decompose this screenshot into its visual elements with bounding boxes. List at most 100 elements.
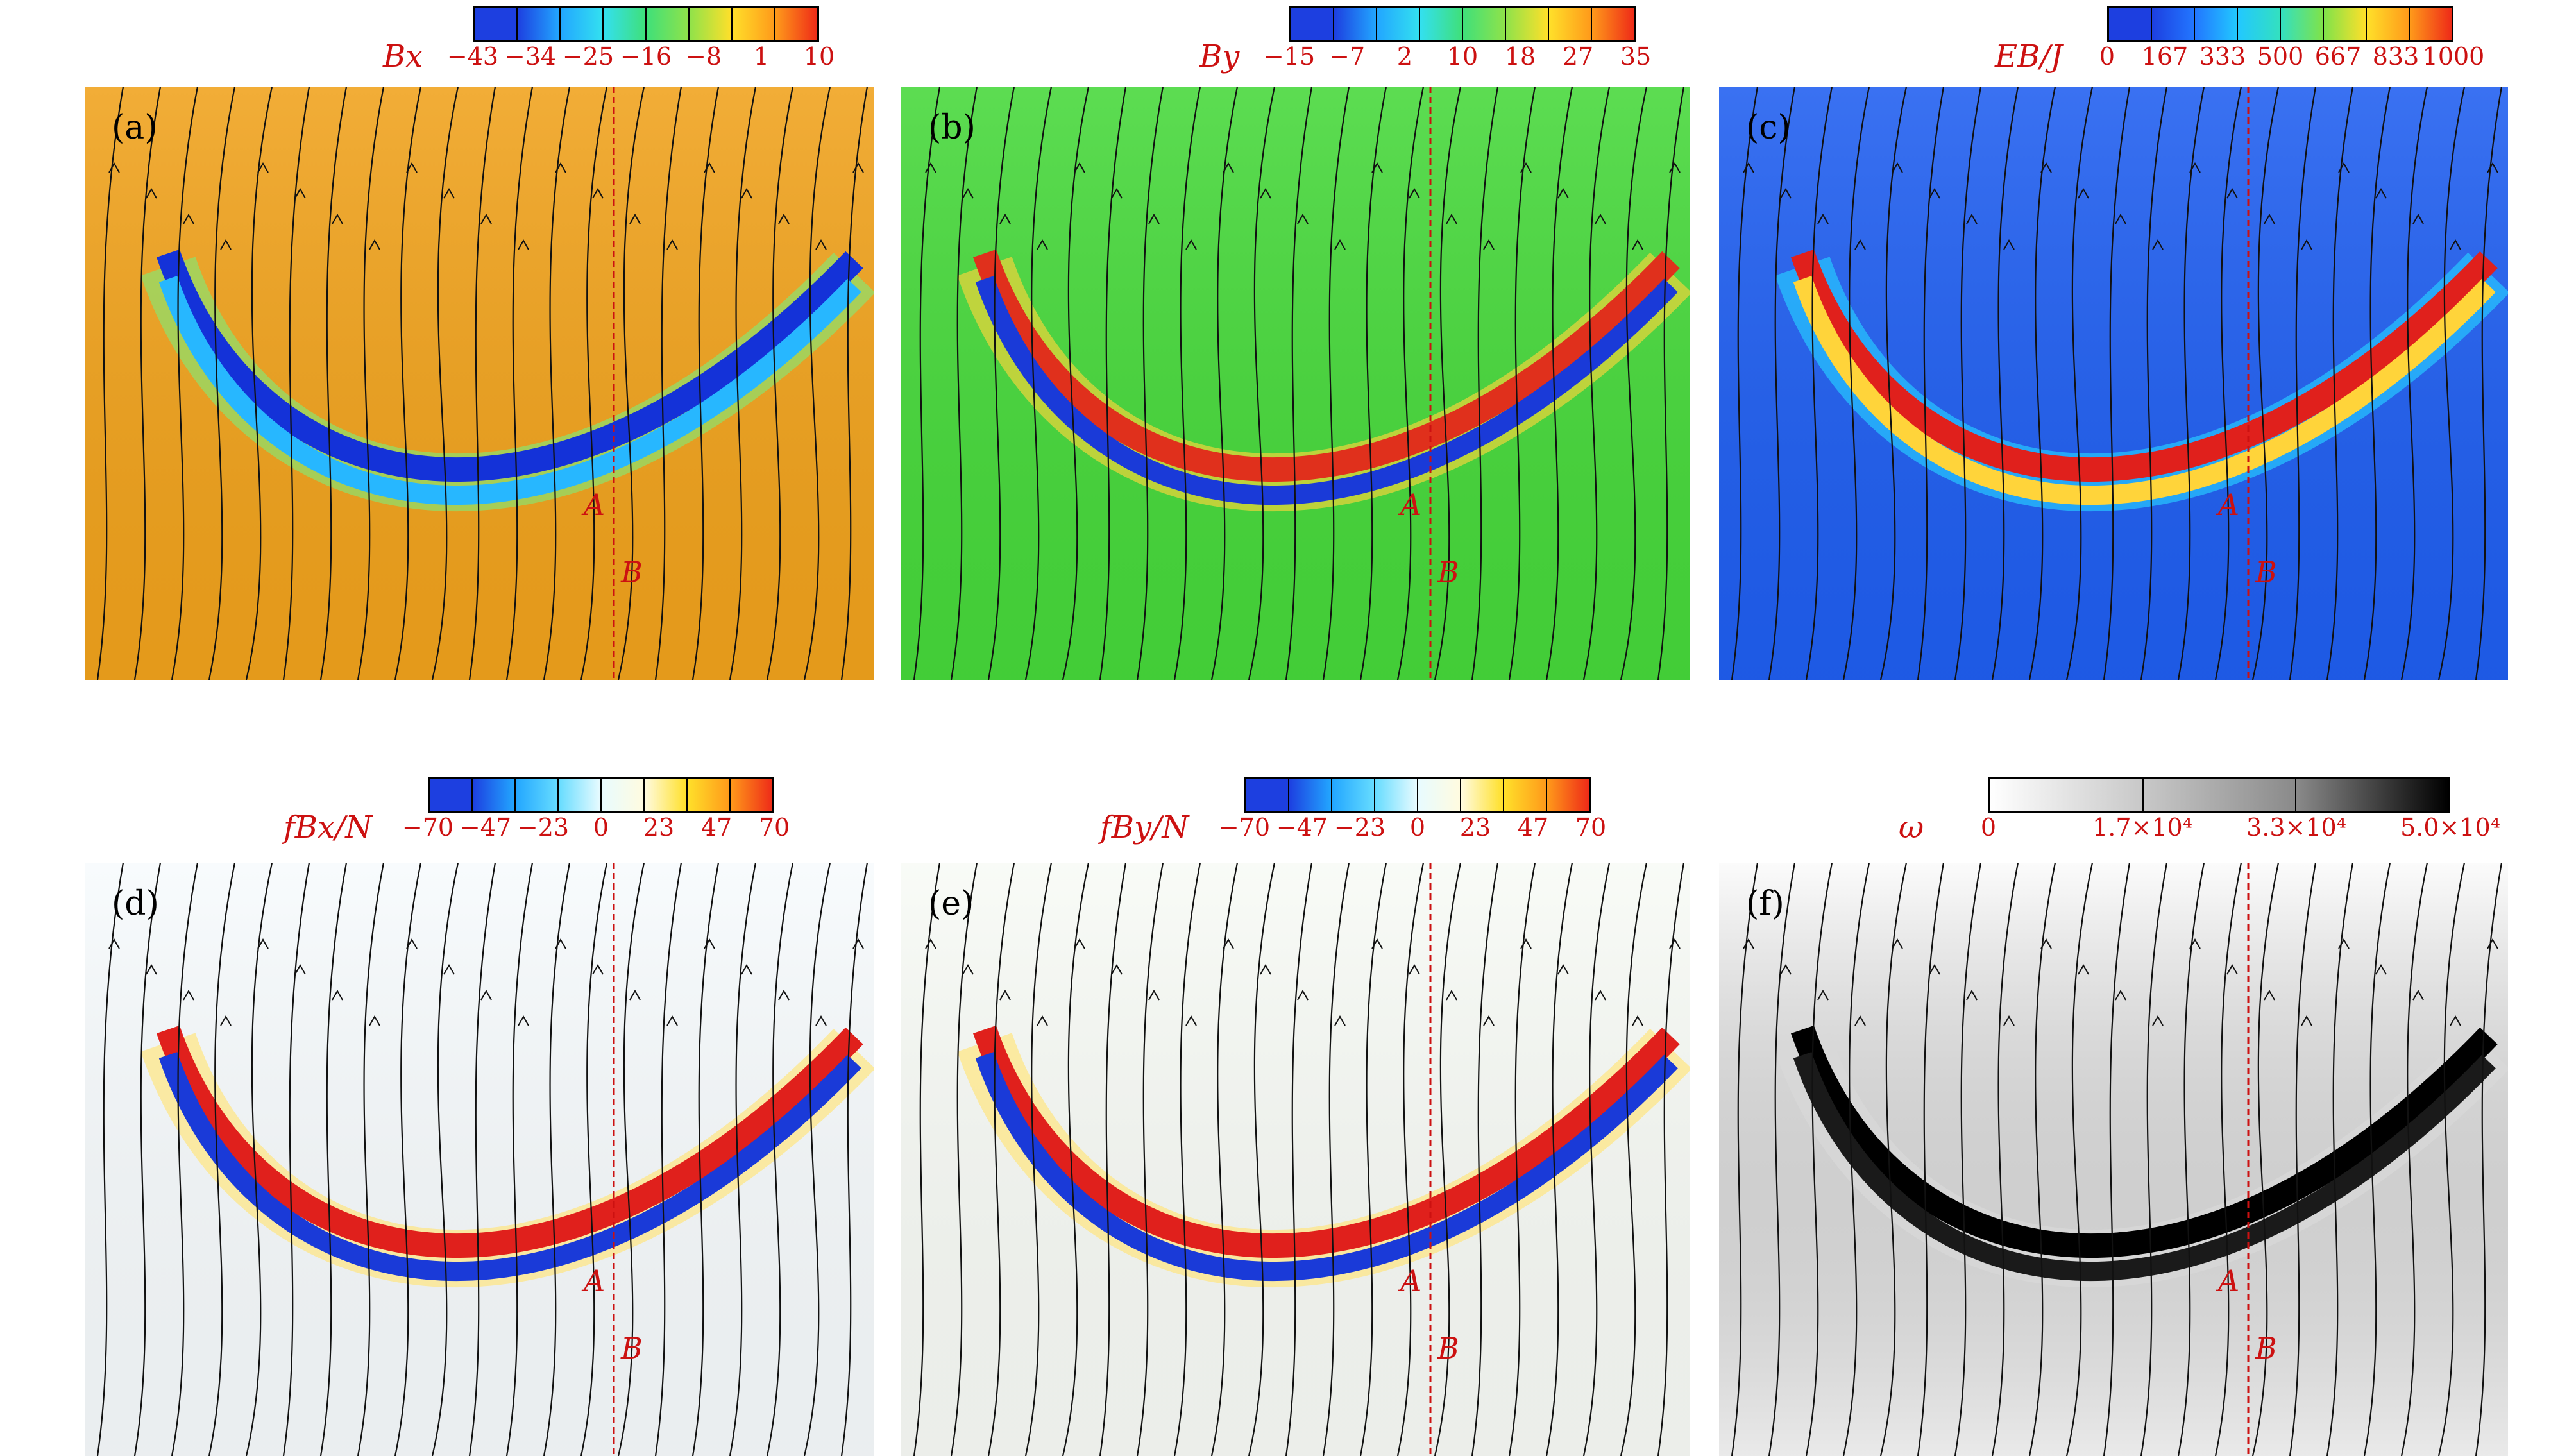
streamline-arrow — [666, 1015, 678, 1026]
colorbar-segment — [1374, 779, 1417, 811]
streamline — [2065, 863, 2094, 1456]
streamline-arrow — [704, 938, 715, 949]
streamline-arrow — [1297, 989, 1309, 1001]
streamline-arrow — [2375, 963, 2387, 975]
streamline — [1991, 863, 2019, 1456]
streamline — [1508, 863, 1536, 1456]
streamline — [1879, 863, 1908, 1456]
colorbar-segment — [1548, 8, 1591, 40]
colorbar-tick-label: 47 — [1517, 813, 1549, 842]
streamline-arrow — [741, 187, 752, 199]
colorbar-gradient — [2107, 6, 2453, 42]
streamline-arrow — [999, 213, 1011, 224]
panel-label: (a) — [112, 108, 158, 147]
streamline-arrow — [1669, 938, 1681, 949]
colorbar-tick-label: 0 — [1980, 813, 1997, 842]
streamline — [1731, 87, 1759, 680]
streamline — [691, 863, 720, 1456]
streamline — [1545, 87, 1573, 680]
streamline-arrow — [183, 213, 194, 224]
panel-e: fBy/N −70 −47 −23 0 23 47 70 (e) A B — [901, 776, 1690, 1456]
colorbar-gradient — [473, 6, 819, 42]
panel-d: fBx/N −70 −47 −23 0 23 47 70 (d) A B — [85, 776, 874, 1456]
streamline-arrow — [1446, 989, 1457, 1001]
streamline-arrow — [1557, 963, 1569, 975]
colorbar-segment — [688, 8, 731, 40]
streamline — [617, 87, 645, 680]
streamline — [1173, 87, 1201, 680]
colorbar-title: ω — [1899, 809, 1924, 845]
point-a-label: A — [584, 487, 606, 522]
streamline-arrow — [443, 963, 455, 975]
colorbar-tick-label: −47 — [459, 813, 512, 842]
streamline-arrow — [629, 213, 641, 224]
streamline — [2214, 863, 2242, 1456]
colorbar-tick-label: −23 — [517, 813, 570, 842]
streamline — [840, 87, 869, 680]
streamline — [1322, 863, 1350, 1456]
plot-area-a: (a) A B — [85, 87, 874, 680]
crescent-band-secondary — [975, 1052, 1678, 1281]
streamline-arrow — [2264, 989, 2275, 1001]
colorbar-tick-label: 47 — [700, 813, 733, 842]
streamline-arrow — [2040, 938, 2052, 949]
streamline-arrow — [1334, 1015, 1346, 1026]
streamline — [2103, 863, 2131, 1456]
streamline-arrow — [2115, 989, 2126, 1001]
streamline — [1582, 863, 1611, 1456]
streamline-arrow — [1371, 162, 1383, 173]
streamline — [2177, 863, 2205, 1456]
streamline-arrow — [2487, 938, 2498, 949]
streamline — [2475, 87, 2503, 680]
colorbar-tick-label: 27 — [1562, 42, 1594, 71]
streamline-arrow — [1446, 213, 1457, 224]
colorbar-segment — [602, 8, 645, 40]
streamline-arrow — [741, 963, 752, 975]
streamline — [1396, 87, 1425, 680]
colorbar-segment — [645, 8, 688, 40]
streamline-arrow — [2152, 239, 2164, 250]
streamline-arrow — [2226, 187, 2238, 199]
crescent-band-primary — [157, 249, 863, 482]
streamline — [282, 87, 310, 680]
field-map-c — [1719, 87, 2508, 680]
streamline-arrow — [146, 187, 157, 199]
streamline — [729, 87, 757, 680]
streamline-arrow — [852, 938, 864, 949]
streamline-arrow — [108, 938, 120, 949]
streamline — [1917, 87, 1945, 680]
streamline — [1731, 863, 1759, 1456]
streamline — [2326, 863, 2354, 1456]
streamline-arrow — [1557, 187, 1569, 199]
panel-label: (f) — [1746, 885, 1784, 923]
streamline-arrow — [2264, 213, 2275, 224]
colorbar-tick-label: 1 — [753, 42, 770, 71]
streamline — [1173, 863, 1201, 1456]
streamline — [2177, 87, 2205, 680]
streamline — [357, 863, 385, 1456]
streamline-arrow — [852, 162, 864, 173]
streamline-arrow — [1409, 963, 1420, 975]
streamline — [96, 863, 124, 1456]
streamline — [1024, 863, 1053, 1456]
field-map-f — [1719, 863, 2508, 1456]
streamline — [2140, 87, 2168, 680]
streamline-arrow — [480, 989, 492, 1001]
streamline-arrow — [332, 213, 343, 224]
streamline-arrow — [999, 989, 1011, 1001]
colorbar-segment — [731, 8, 774, 40]
streamline-arrow — [1780, 963, 1792, 975]
streamline — [431, 87, 459, 680]
colorbar-segment — [1460, 779, 1503, 811]
colorbar-segment — [2109, 8, 2151, 40]
panel-f: ω 0 1.7×10⁴ 3.3×10⁴ 5.0×10⁴ (f) A B — [1719, 776, 2508, 1456]
streamline-arrow — [1520, 938, 1532, 949]
field-map-a — [85, 87, 874, 680]
crescent-band-secondary — [158, 276, 861, 505]
plot-area-f: (f) A B — [1719, 863, 2508, 1456]
streamline — [1545, 863, 1573, 1456]
crescent-band-secondary — [975, 276, 1678, 505]
colorbar-tick-label: −7 — [1328, 42, 1366, 71]
streamline — [654, 863, 682, 1456]
streamline — [1582, 87, 1611, 680]
